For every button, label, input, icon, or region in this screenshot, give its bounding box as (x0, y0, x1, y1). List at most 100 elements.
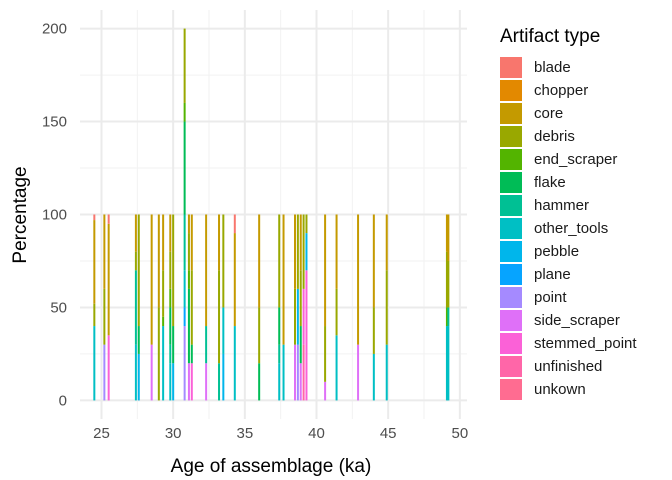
bar-segment-flake (258, 363, 261, 401)
bar-segment-stemmed_point (302, 288, 305, 345)
bar-segment-debris (172, 214, 175, 327)
bar-segment-core (157, 214, 160, 308)
legend-label: debris (534, 128, 575, 145)
legend-label: flake (534, 174, 566, 191)
bar-segment-side_scraper (187, 363, 190, 401)
bar-segment-core (103, 214, 106, 289)
legend-swatch (500, 379, 522, 400)
bar-stack (172, 214, 175, 401)
bar-segment-flake (137, 326, 140, 354)
bar-segment-side_scraper (150, 344, 153, 401)
legend-item-chopper: chopper (500, 79, 637, 102)
bar-segment-core (258, 214, 261, 308)
legend-item-other_tools: other_tools (500, 217, 637, 240)
bar-segment-debris (190, 270, 193, 345)
bar-segment-debris (218, 270, 221, 364)
x-tick-label: 30 (165, 425, 182, 442)
bar-segment-stemmed_point (190, 363, 193, 401)
bar-segment-other_tools (385, 344, 388, 401)
bar-segment-other_tools (222, 307, 225, 354)
bar-segment-debris (372, 307, 375, 354)
legend-swatch (500, 57, 522, 78)
bar-segment-other_tools (372, 353, 375, 401)
x-tick-label: 40 (308, 425, 325, 442)
bar-segment-core (169, 214, 172, 252)
legend-label: other_tools (534, 220, 609, 237)
bar-stack (324, 214, 327, 401)
bar-stack (187, 214, 190, 401)
x-tick-label: 35 (236, 425, 253, 442)
bar-stack (278, 214, 281, 401)
bar-segment-debris (385, 270, 388, 345)
bar-segment-other_tools (169, 363, 172, 401)
bar-stack (445, 214, 448, 401)
bar-segment-other_tools (335, 335, 338, 401)
y-tick-label: 150 (42, 114, 67, 131)
legend-label: blade (534, 59, 571, 76)
bar-segment-blade (107, 214, 110, 224)
bar-segment-hammer (169, 344, 172, 364)
bar-stack (157, 214, 160, 401)
bar-segment-end_scraper (162, 316, 165, 327)
bar-segment-point (183, 326, 186, 401)
bar-segment-other_tools (162, 326, 165, 401)
bar-stack (150, 214, 153, 401)
bar-stack (385, 214, 388, 401)
legend-swatch (500, 287, 522, 308)
legend-item-plane: plane (500, 263, 637, 286)
legend-items: blade chopper core debris end_scraper flake ha… (500, 56, 637, 401)
bar-segment-side_scraper (324, 381, 327, 401)
bar-segment-hammer (218, 363, 221, 401)
bar-segment-other_tools (134, 344, 137, 401)
legend-swatch (500, 195, 522, 216)
bar-segment-core (134, 214, 137, 252)
bar-segment-core (150, 214, 153, 345)
bar-segment-hammer (183, 214, 186, 271)
bar-segment-core (187, 214, 190, 234)
bar-segment-core (282, 214, 285, 345)
bar-stack (335, 214, 338, 401)
x-tick-label: 45 (380, 425, 397, 442)
bar-segment-stemmed_point (305, 270, 308, 401)
legend: Artifact type blade chopper core debris end_… (500, 26, 637, 401)
bar-segment-debris (103, 288, 106, 345)
bar-segment-core (190, 214, 193, 271)
bar-segment-core (218, 214, 221, 271)
bar-segment-plane (183, 307, 186, 327)
legend-swatch (500, 310, 522, 331)
legend-label: chopper (534, 82, 589, 99)
legend-item-core: core (500, 102, 637, 125)
bar-stack (137, 214, 140, 401)
bar-segment-side_scraper (357, 344, 360, 401)
bar-stack (162, 214, 165, 401)
legend-item-stemmed_point: stemmed_point (500, 332, 637, 355)
bar-segment-debris (447, 260, 450, 308)
bar-segment-debris (187, 233, 190, 271)
bar-stack (103, 214, 106, 401)
bar-segment-debris (445, 251, 448, 308)
legend-swatch (500, 80, 522, 101)
y-tick-label: 0 (59, 392, 67, 409)
bar-segment-hammer (205, 326, 208, 364)
legend-label: unfinished (534, 358, 603, 375)
bar-stack (294, 214, 296, 401)
bar-segment-side_scraper (294, 344, 296, 401)
legend-label: stemmed_point (534, 335, 637, 352)
legend-swatch (500, 241, 522, 262)
bar-segment-debris (294, 288, 296, 345)
bar-segment-unfinished (302, 344, 305, 401)
bar-segment-debris (93, 303, 96, 327)
bar-segment-core (93, 220, 96, 304)
legend-swatch (500, 356, 522, 377)
bar-segment-hammer (134, 270, 137, 345)
bar-stack (305, 214, 308, 401)
legend-swatch (500, 218, 522, 239)
bar-segment-other_tools (447, 326, 450, 401)
x-axis-tick-labels: 25 30 35 40 45 50 (93, 425, 468, 442)
legend-swatch (500, 149, 522, 170)
bar-segment-side_scraper (299, 363, 302, 401)
legend-label: unkown (534, 381, 586, 398)
legend-item-point: point (500, 286, 637, 309)
bar-segment-debris (134, 251, 137, 271)
x-axis-title: Age of assemblage (ka) (171, 456, 372, 477)
